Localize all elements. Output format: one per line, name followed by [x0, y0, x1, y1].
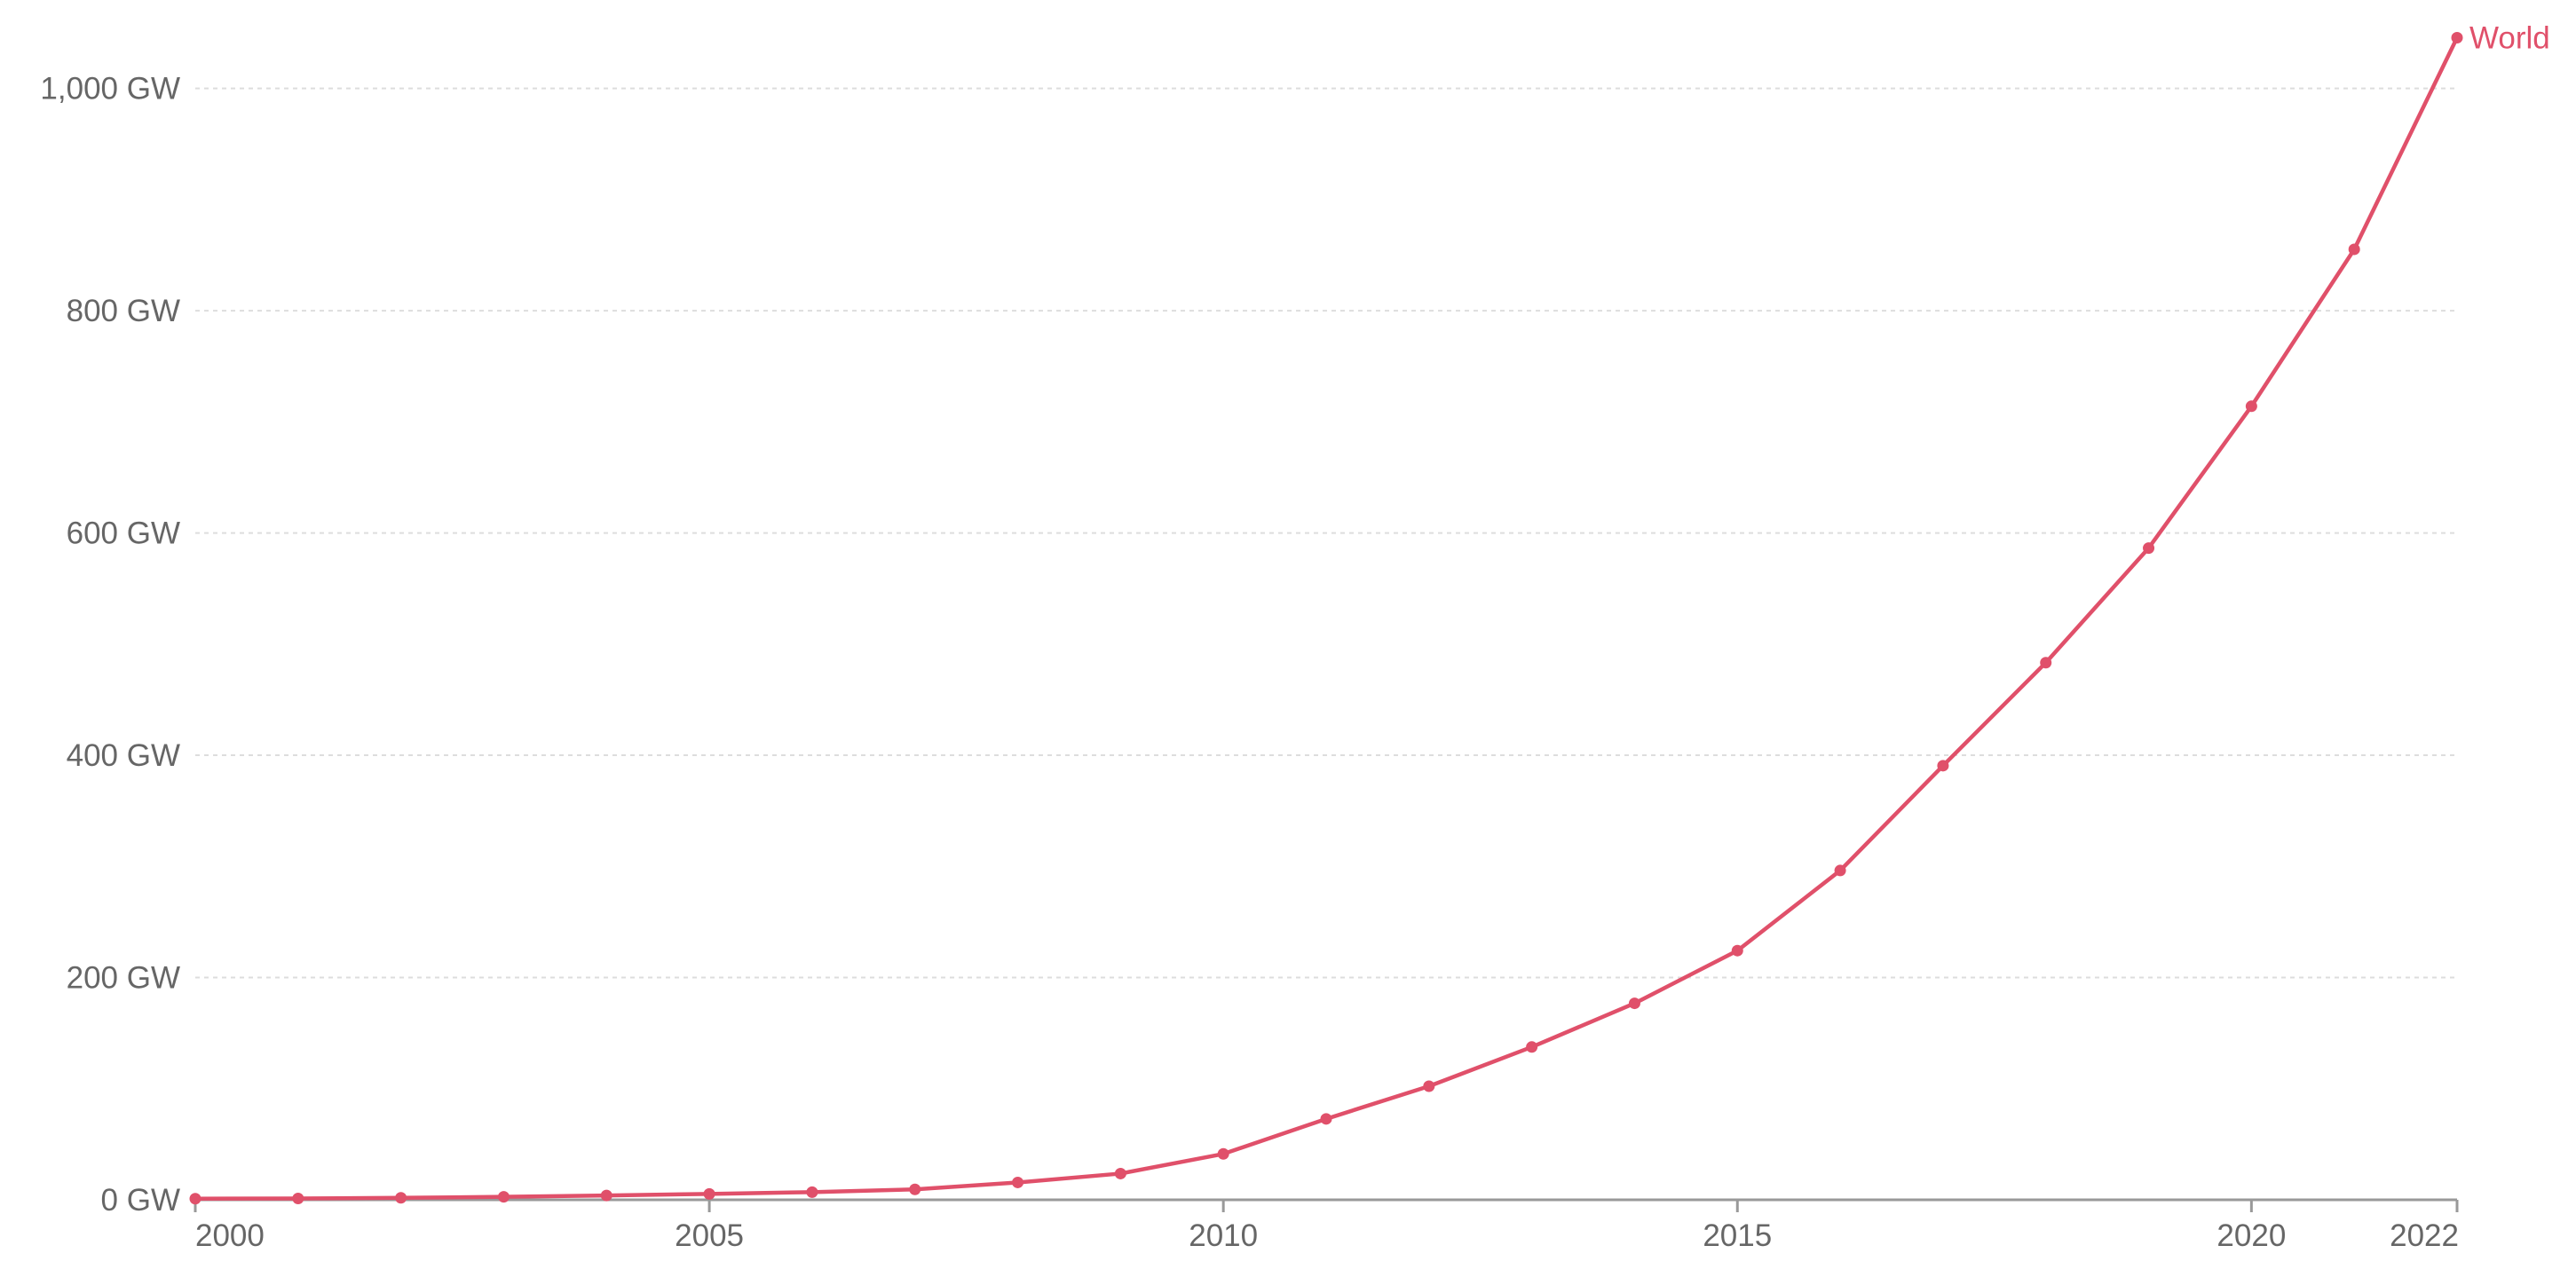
data-point — [2245, 400, 2257, 413]
data-point — [2451, 32, 2463, 44]
series-layer: World — [189, 21, 2550, 1205]
data-point — [189, 1193, 201, 1205]
data-point — [1114, 1167, 1126, 1179]
data-point — [806, 1186, 818, 1198]
y-tick-label: 600 GW — [67, 516, 180, 551]
data-point — [1937, 760, 1949, 772]
y-tick-label: 200 GW — [67, 961, 180, 996]
data-point — [1526, 1041, 1538, 1053]
y-tick-label: 800 GW — [67, 294, 180, 328]
data-point — [292, 1192, 304, 1204]
series-line-world — [193, 35, 2460, 1201]
series-label-world: World — [2469, 21, 2550, 56]
data-point — [1628, 997, 1640, 1010]
x-axis — [194, 1198, 2459, 1212]
x-tick-label: 2000 — [195, 1218, 265, 1253]
data-point — [2143, 542, 2155, 555]
x-tick-label: 2010 — [1189, 1218, 1258, 1253]
gridlines — [195, 87, 2457, 979]
y-tick-label: 400 GW — [67, 738, 180, 773]
x-axis-tick-labels: 2000 2005 2010 2015 2020 2022 — [195, 1218, 2459, 1253]
x-tick-label: 2005 — [675, 1218, 744, 1253]
data-point — [2040, 657, 2052, 669]
data-point — [395, 1192, 407, 1204]
data-point — [497, 1191, 510, 1203]
data-point — [600, 1189, 612, 1202]
data-point — [1731, 944, 1743, 957]
x-tick-label: 2020 — [2216, 1218, 2286, 1253]
data-point — [1217, 1147, 1229, 1160]
y-axis-tick-labels: 0 GW 200 GW 400 GW 600 GW 800 GW 1,000 GW — [40, 72, 180, 1218]
x-tick-label: 2015 — [1703, 1218, 1772, 1253]
data-point — [909, 1183, 921, 1195]
data-point — [2348, 243, 2360, 256]
y-tick-label: 1,000 GW — [40, 72, 180, 106]
x-tick-label: 2022 — [2390, 1218, 2459, 1253]
data-point — [1834, 864, 1846, 877]
data-point — [1423, 1080, 1435, 1092]
data-point — [1012, 1176, 1024, 1188]
data-point — [703, 1187, 715, 1200]
data-point — [1320, 1113, 1332, 1125]
y-tick-label: 0 GW — [101, 1183, 180, 1218]
